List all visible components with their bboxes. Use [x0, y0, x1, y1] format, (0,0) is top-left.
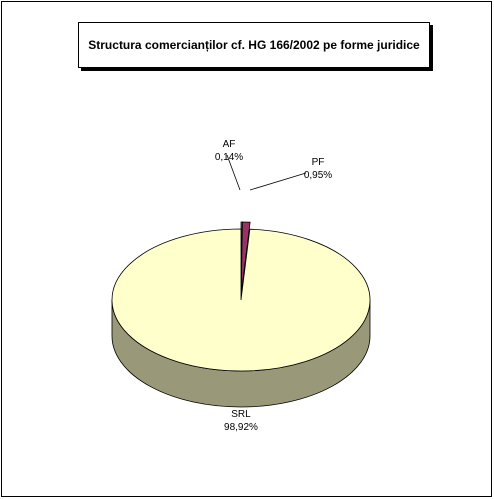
- leader-line: [249, 172, 307, 191]
- slice-value-label: 98,92%: [224, 422, 258, 433]
- leader-line: [226, 154, 241, 191]
- slice-value-label: 0,14%: [215, 152, 243, 163]
- slice-label: PF: [312, 157, 325, 168]
- slice-label: SRL: [231, 409, 251, 420]
- chart-title: Structura comercianților cf. HG 166/2002…: [78, 22, 430, 68]
- pie-slice: [240, 221, 251, 294]
- slice-value-label: 0,95%: [304, 170, 332, 181]
- pie-slice: [111, 228, 371, 372]
- slice-label: AF: [223, 139, 236, 150]
